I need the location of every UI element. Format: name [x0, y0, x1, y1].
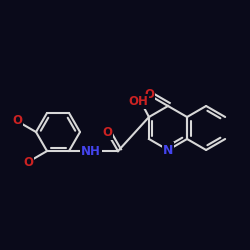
Text: O: O	[12, 114, 22, 128]
Text: O: O	[144, 88, 154, 102]
Text: OH: OH	[128, 95, 148, 108]
Text: N: N	[163, 144, 173, 156]
Text: NH: NH	[81, 144, 101, 158]
Text: O: O	[23, 156, 33, 168]
Text: O: O	[102, 126, 112, 138]
